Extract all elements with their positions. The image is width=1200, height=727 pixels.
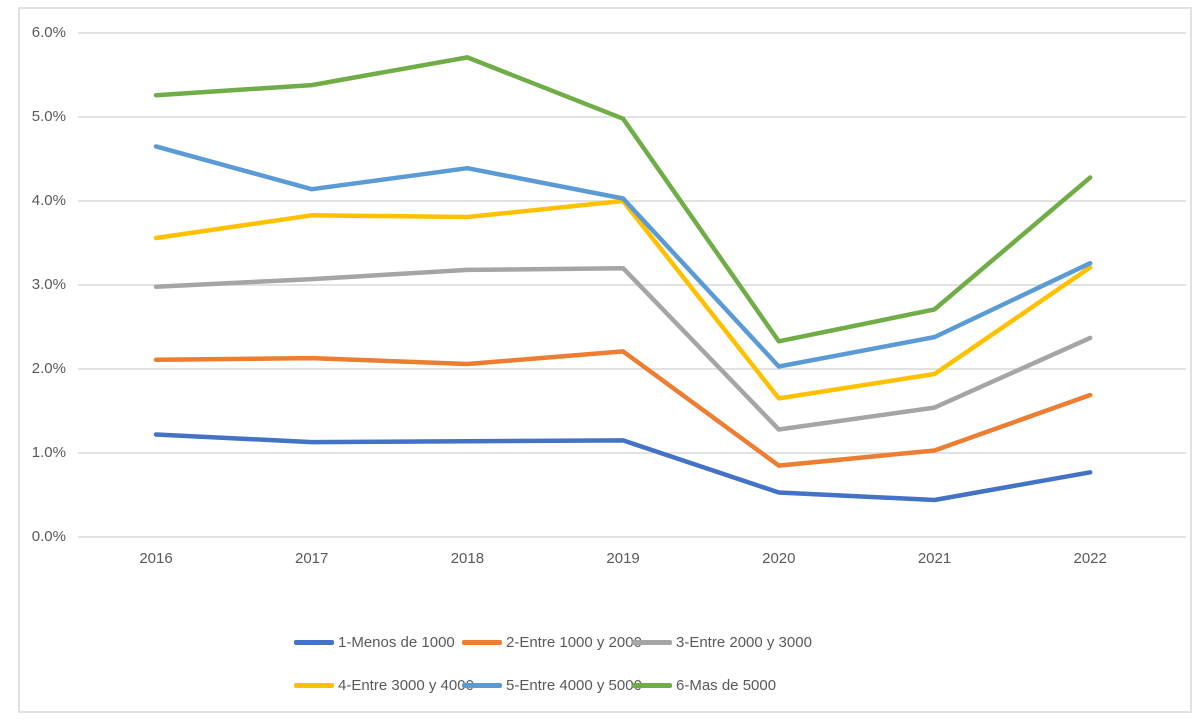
legend-label: 5-Entre 4000 y 5000	[506, 677, 642, 694]
x-axis-tick-label: 2020	[762, 550, 796, 567]
legend-marker	[632, 683, 672, 688]
legend-marker	[632, 640, 672, 645]
legend-label: 6-Mas de 5000	[676, 677, 777, 694]
x-axis-tick-label: 2019	[606, 550, 640, 567]
legend-item: 2-Entre 1000 y 2000	[462, 634, 642, 651]
x-axis-tick-label: 2022	[1073, 550, 1107, 567]
legend-marker	[462, 683, 502, 688]
legend-marker	[294, 683, 334, 688]
legend-marker	[462, 640, 502, 645]
y-axis-tick-label: 2.0%	[31, 360, 66, 377]
legend-marker	[294, 640, 334, 645]
series-line-6	[153, 55, 1093, 344]
legend-label: 2-Entre 1000 y 2000	[506, 634, 642, 651]
y-axis-tick-label: 1.0%	[31, 444, 66, 461]
series-line-2	[153, 349, 1093, 468]
y-axis-tick-label: 6.0%	[31, 24, 66, 41]
legend-item: 5-Entre 4000 y 5000	[462, 677, 642, 694]
legend-item: 3-Entre 2000 y 3000	[632, 634, 812, 651]
y-axis-tick-label: 4.0%	[31, 192, 66, 209]
y-axis-tick-label: 3.0%	[31, 276, 66, 293]
y-axis-tick-label: 0.0%	[31, 528, 66, 545]
legend: 1-Menos de 1000 2-Entre 1000 y 2000 3-Entr…	[294, 634, 812, 694]
legend-item: 4-Entre 3000 y 4000	[294, 677, 474, 694]
legend-item: 6-Mas de 5000	[632, 677, 812, 694]
x-axis-tick-label: 2016	[139, 550, 173, 567]
x-axis-tick-label: 2021	[917, 550, 952, 567]
legend-item: 1-Menos de 1000	[294, 634, 462, 651]
series-line-3	[153, 265, 1093, 432]
x-axis-tick-label: 2018	[450, 550, 485, 567]
legend-label: 3-Entre 2000 y 3000	[676, 634, 812, 651]
series-line-1	[153, 432, 1093, 503]
series-line-5	[153, 144, 1093, 369]
y-axis-tick-label: 5.0%	[31, 108, 66, 125]
legend-label: 4-Entre 3000 y 4000	[338, 677, 474, 694]
x-axis-tick-label: 2017	[295, 550, 329, 567]
legend-label: 1-Menos de 1000	[338, 634, 455, 651]
